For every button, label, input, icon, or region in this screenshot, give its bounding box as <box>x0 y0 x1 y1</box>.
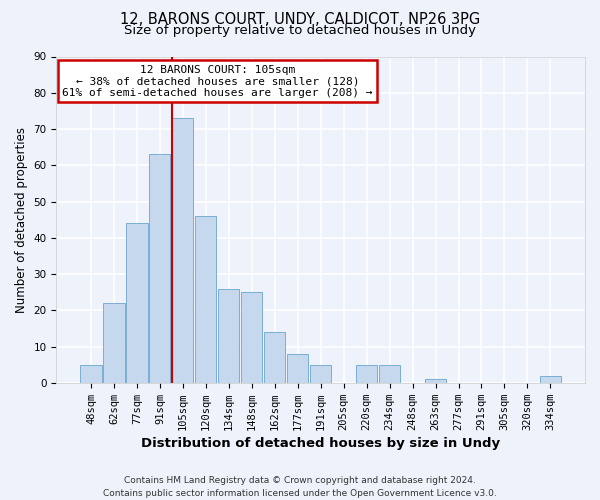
Bar <box>149 154 170 383</box>
Text: Contains HM Land Registry data © Crown copyright and database right 2024.
Contai: Contains HM Land Registry data © Crown c… <box>103 476 497 498</box>
Bar <box>287 354 308 383</box>
Text: 12 BARONS COURT: 105sqm
← 38% of detached houses are smaller (128)
61% of semi-d: 12 BARONS COURT: 105sqm ← 38% of detache… <box>62 64 373 98</box>
Text: Size of property relative to detached houses in Undy: Size of property relative to detached ho… <box>124 24 476 37</box>
Bar <box>540 376 561 383</box>
Bar <box>195 216 217 383</box>
Bar <box>103 303 125 383</box>
Bar <box>356 364 377 383</box>
Bar <box>80 364 101 383</box>
Y-axis label: Number of detached properties: Number of detached properties <box>15 126 28 312</box>
Text: 12, BARONS COURT, UNDY, CALDICOT, NP26 3PG: 12, BARONS COURT, UNDY, CALDICOT, NP26 3… <box>120 12 480 28</box>
Bar <box>379 364 400 383</box>
Bar <box>425 379 446 383</box>
Bar <box>264 332 286 383</box>
Bar <box>218 288 239 383</box>
X-axis label: Distribution of detached houses by size in Undy: Distribution of detached houses by size … <box>141 437 500 450</box>
Bar <box>127 224 148 383</box>
Bar <box>310 364 331 383</box>
Bar <box>241 292 262 383</box>
Bar <box>172 118 193 383</box>
